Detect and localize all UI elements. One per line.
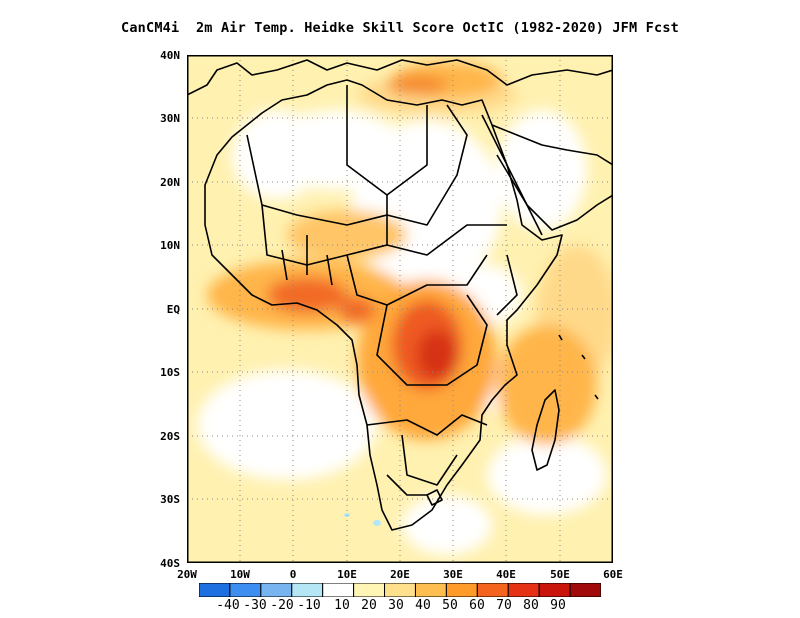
colorbar (199, 583, 601, 597)
lat-label: 10S (160, 366, 180, 379)
score-field (187, 55, 613, 563)
lon-label: 0 (289, 568, 297, 581)
colorbar-label: 50 (442, 598, 458, 613)
lon-label: 20W (177, 568, 197, 581)
skill-score-map (187, 55, 613, 563)
colorbar-label: -40 (216, 598, 240, 613)
colorbar-swatch (384, 583, 416, 597)
lat-label: 10N (160, 239, 180, 252)
colorbar-swatch (229, 583, 262, 597)
colorbar-label: 40 (415, 598, 431, 613)
colorbar-swatch (322, 583, 355, 597)
colorbar-swatch (507, 583, 540, 597)
colorbar-swatch (260, 583, 293, 597)
colorbar-swatch (569, 583, 601, 597)
lon-label: 30E (443, 568, 463, 581)
colorbar-swatch (445, 583, 478, 597)
lat-label: 40N (160, 49, 180, 62)
map-frame (187, 55, 613, 563)
lat-label: 20S (160, 430, 180, 443)
colorbar-swatch (476, 583, 509, 597)
colorbar-label: 10 (334, 598, 350, 613)
lon-label: 10E (337, 568, 357, 581)
map-title: CanCM4i 2m Air Temp. Heidke Skill Score … (121, 20, 679, 36)
colorbar-swatch (291, 583, 324, 597)
lat-label: 20N (160, 176, 180, 189)
graticule (187, 55, 613, 563)
colorbar-label: 80 (523, 598, 539, 613)
colorbar-label: -10 (297, 598, 321, 613)
colorbar-label: 20 (361, 598, 377, 613)
lat-label: EQ (166, 303, 180, 316)
lon-label: 40E (496, 568, 516, 581)
lon-label: 10W (230, 568, 250, 581)
lat-label: 30N (160, 112, 180, 125)
colorbar-label: 60 (469, 598, 485, 613)
colorbar-label: 90 (550, 598, 566, 613)
lon-label: 20E (390, 568, 410, 581)
colorbar-label: 30 (388, 598, 404, 613)
lon-label: 50E (550, 568, 570, 581)
colorbar-swatch (538, 583, 571, 597)
coastlines (187, 59, 613, 531)
colorbar-label: -20 (270, 598, 294, 613)
colorbar-swatch (353, 583, 386, 597)
lon-label: 60E (603, 568, 623, 581)
colorbar-label: 70 (496, 598, 512, 613)
colorbar-swatch (199, 583, 231, 597)
colorbar-swatch (414, 583, 447, 597)
colorbar-label: -30 (243, 598, 267, 613)
lat-label: 30S (160, 493, 180, 506)
lat-label: 40S (160, 557, 180, 570)
